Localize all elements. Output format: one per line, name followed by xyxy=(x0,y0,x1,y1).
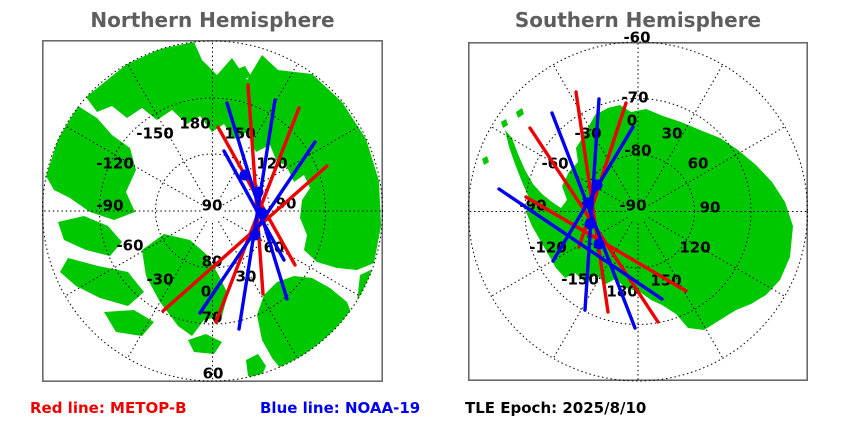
satellite-position-layer xyxy=(239,169,268,241)
panel-title-northern: Northern Hemisphere xyxy=(90,8,335,32)
meridian-line xyxy=(65,125,203,206)
longitude-label: -120 xyxy=(96,155,134,173)
landmass-island-4 xyxy=(482,156,489,165)
graticule-layer xyxy=(468,41,808,382)
meridian-line xyxy=(648,217,786,297)
satellite-position-dot xyxy=(256,207,268,219)
meridian-line xyxy=(127,221,207,359)
noaa19-ground-track xyxy=(551,125,635,263)
landmass-british-isles xyxy=(246,354,266,380)
noaa19-ground-track xyxy=(198,140,317,315)
latitude-label: -80 xyxy=(624,142,651,160)
landmass-peninsula-island-1 xyxy=(516,108,524,118)
longitude-label: -60 xyxy=(116,237,143,255)
noaa19-ground-track xyxy=(497,187,664,301)
meridian-line xyxy=(643,64,724,202)
meridian-line xyxy=(218,221,298,359)
panel-title-southern: Southern Hemisphere xyxy=(514,8,762,32)
satellite-position-dot xyxy=(593,238,605,250)
longitude-label: 120 xyxy=(679,239,710,257)
longitude-label: -90 xyxy=(519,197,546,215)
latitude-label: 60 xyxy=(203,365,224,383)
legend-red-metopb: Red line: METOP-B xyxy=(30,399,187,417)
satellite-position-dot xyxy=(252,186,264,198)
longitude-label: 30 xyxy=(662,125,683,143)
longitude-label: -150 xyxy=(136,125,174,143)
landmass-canada-3 xyxy=(104,310,154,336)
landmass-peninsula-island-2 xyxy=(501,119,508,128)
landmass-severnaya-zemlya xyxy=(235,66,251,81)
satellite-position-dot xyxy=(249,229,261,241)
latitude-label: -90 xyxy=(619,197,646,215)
longitude-label: 120 xyxy=(256,155,287,173)
landmass-canada-2 xyxy=(60,258,144,306)
meridian-line xyxy=(65,216,203,297)
meridian-line xyxy=(648,126,786,206)
meridian-line xyxy=(552,64,633,202)
longitude-label: 0 xyxy=(627,112,637,130)
longitude-label: -90 xyxy=(96,197,123,215)
landmass-nw-russia-strip xyxy=(345,268,380,340)
landmass-svalbard xyxy=(250,136,268,152)
landmass-eurasia xyxy=(86,42,381,270)
legend-tle-epoch: TLE Epoch: 2025/8/10 xyxy=(465,399,647,417)
meridian-line xyxy=(552,221,633,359)
latitude-label: -70 xyxy=(621,89,648,107)
metopb-ground-track xyxy=(161,164,329,313)
longitude-label: 180 xyxy=(179,115,210,133)
landmass-scandinavia xyxy=(257,276,354,376)
landmass-iceland xyxy=(188,334,222,354)
meridian-line xyxy=(218,63,298,201)
latitude-circle xyxy=(42,40,383,382)
satellite-position-dot xyxy=(591,179,603,191)
northern-hemisphere-map-plot: 180-150150-120120-9090-6060-303009080706… xyxy=(42,40,383,383)
southern-hemisphere-map-plot: 030-3060-6090-90120-120150-150180-60-70-… xyxy=(468,29,808,382)
legend-blue-noaa19: Blue line: NOAA-19 xyxy=(260,399,421,417)
satellite-position-dot xyxy=(582,197,594,209)
meridian-line xyxy=(490,126,628,206)
longitude-label: 60 xyxy=(688,155,709,173)
landmass-island-3 xyxy=(476,116,483,125)
latitude-label: 80 xyxy=(202,253,223,271)
landmass-franz-josef-land xyxy=(270,126,280,135)
meridian-line xyxy=(127,63,207,201)
longitude-label: -150 xyxy=(561,271,599,289)
longitude-label: -30 xyxy=(146,271,173,289)
latitude-label: -60 xyxy=(623,29,650,47)
landmass-alaska xyxy=(46,106,136,220)
landmass-canada-1 xyxy=(58,216,122,256)
longitude-label: 90 xyxy=(700,199,721,217)
latitude-circle xyxy=(524,98,752,325)
landmass-greenland xyxy=(142,234,228,336)
satellite-position-dot xyxy=(584,218,596,230)
satellite-position-layer xyxy=(582,179,605,250)
metopb-ground-track xyxy=(524,195,688,293)
noaa19-ground-track xyxy=(225,101,289,301)
longitude-label: 150 xyxy=(224,125,255,143)
latitude-circle xyxy=(99,97,326,325)
noaa19-ground-track xyxy=(222,149,286,262)
latitude-circle xyxy=(468,41,808,382)
longitude-label: 0 xyxy=(201,283,211,301)
meridian-line xyxy=(222,216,360,297)
latitude-label: 90 xyxy=(202,197,223,215)
meridian-line xyxy=(490,217,628,297)
grid-labels-layer: 180-150150-120120-9090-6060-303009080706… xyxy=(96,115,296,383)
satellite-position-dot xyxy=(239,169,251,181)
